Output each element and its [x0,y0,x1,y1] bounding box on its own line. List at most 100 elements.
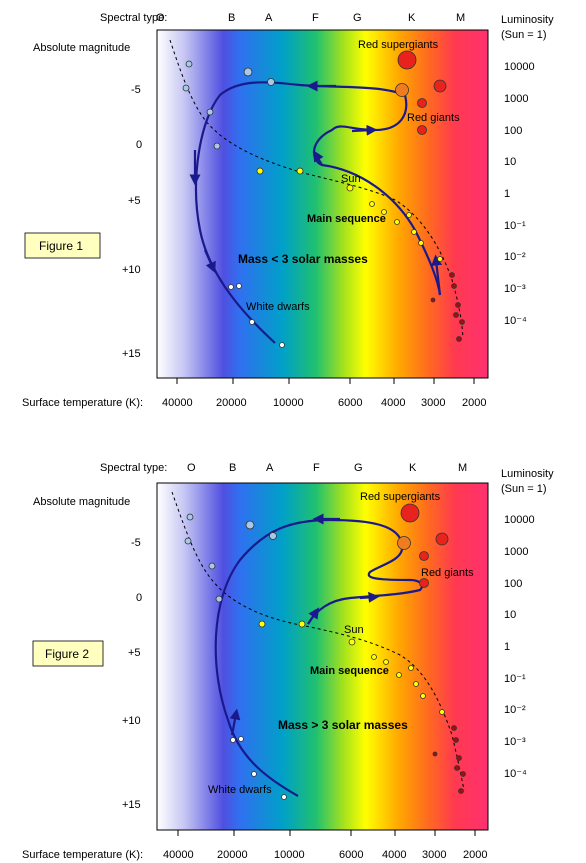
spectral-type-k: K [408,12,416,24]
star [369,201,375,207]
white-dwarf-star [251,771,257,777]
white-dwarf-star [230,737,236,743]
red-supergiants-label: Red supergiants [360,491,441,503]
star [453,737,459,743]
main-sequence-label: Main sequence [307,213,386,225]
star [258,620,266,628]
star [456,336,462,342]
star [437,256,443,262]
red-giants-label: Red giants [421,567,474,579]
magnitude-tick: +5 [128,647,141,659]
main-sequence-label: Main sequence [310,665,389,677]
temperature-tick: 2000 [462,397,486,409]
star [208,562,216,570]
star [439,709,445,715]
figure-label: Figure 1 [39,239,83,253]
temperature-tick: 40000 [162,397,193,409]
spectral-type-k: K [409,462,417,474]
star [182,84,190,92]
star [454,765,460,771]
star [298,620,306,628]
track-arrow [203,249,216,274]
magnitude-tick: +15 [122,348,141,360]
luminosity-tick: 10000 [504,514,535,526]
temperature-tick: 6000 [338,397,362,409]
spectral-type-f: F [313,462,320,474]
star [458,788,464,794]
mass-label: Mass > 3 solar masses [278,718,408,732]
star [433,79,447,93]
white-dwarf-star [228,284,234,290]
track-arrow [229,708,241,736]
star [419,551,429,561]
star [456,755,462,761]
absolute-magnitude-label: Absolute magnitude [33,496,130,508]
track-arrow [351,124,378,136]
luminosity-tick: 10 [504,156,516,168]
star [186,513,194,521]
temperature-tick: 4000 [381,397,405,409]
red-supergiants-label: Red supergiants [358,39,439,51]
temperature-label: Surface temperature (K): [22,397,143,409]
spectral-type-g: G [353,12,362,24]
magnitude-tick: -5 [131,84,141,96]
luminosity-tick: 10⁻² [504,704,526,716]
sun-label: Sun [341,173,361,185]
stars [184,503,466,800]
main-sequence-curve [171,491,465,791]
luminosity-tick: 10⁻¹ [504,220,526,232]
star [397,536,411,550]
track-arrow [359,591,380,603]
luminosity-tick: 100 [504,578,522,590]
luminosity-tick: 10⁻² [504,251,526,263]
star [418,240,424,246]
temperature-tick: 3000 [422,849,446,861]
star [269,532,277,540]
luminosity-tick: 10 [504,609,516,621]
star [256,167,264,175]
star [451,283,457,289]
figure-label: Figure 2 [45,647,89,661]
star [394,219,400,225]
red-giants-label: Red giants [407,112,460,124]
star [459,319,465,325]
temperature-tick: 3000 [421,397,445,409]
star [417,98,427,108]
spectral-type-b: B [229,462,236,474]
magnitude-tick: 0 [136,139,142,151]
star [184,537,192,545]
star [417,125,427,135]
star [406,212,412,218]
stars [182,50,465,348]
temperature-tick: 6000 [339,849,363,861]
luminosity-tick: 10⁻³ [504,736,526,748]
star [396,672,402,678]
luminosity-tick: 1 [504,641,510,653]
temperature-tick: 10000 [274,849,305,861]
star [296,167,304,175]
star [185,60,193,68]
star [451,725,457,731]
magnitude-tick: -5 [131,537,141,549]
white-dwarf-star [249,319,255,325]
luminosity-tick: 1 [504,188,510,200]
sun-star [348,638,356,646]
star [419,578,429,588]
spectral-type-label: Spectral type: [100,12,167,24]
spectral-type-f: F [312,12,319,24]
spectral-type-m: M [456,12,465,24]
magnitude-tick: +10 [122,264,141,276]
star [215,595,223,603]
sun-star [346,184,354,192]
luminosity-label: Luminosity [501,14,554,26]
luminosity-label: Luminosity [501,468,554,480]
star [213,142,221,150]
star [371,654,377,660]
white-dwarf-star [238,736,244,742]
track-arrow [431,254,443,296]
spectral-type-a: A [266,462,274,474]
star [411,229,417,235]
spectral-type-g: G [354,462,363,474]
luminosity-tick: 1000 [504,546,528,558]
star [435,532,449,546]
